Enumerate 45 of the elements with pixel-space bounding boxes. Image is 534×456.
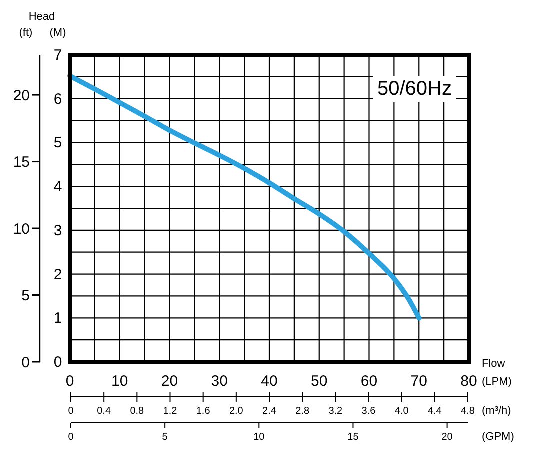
x-tick-label: 30 bbox=[211, 373, 228, 390]
annotation: 50/60Hz bbox=[378, 78, 452, 100]
y2-tick-label: 0 bbox=[22, 354, 30, 372]
text: 2.4 bbox=[262, 406, 277, 417]
text: 2.0 bbox=[229, 406, 244, 417]
x-tick-label: 10 bbox=[112, 373, 128, 390]
y2-tick-label: 15 bbox=[13, 154, 30, 172]
x-tick-label: 80 bbox=[460, 373, 478, 390]
x-tick-label: 40 bbox=[261, 373, 278, 390]
text: 4.0 bbox=[394, 406, 410, 417]
text: 1.2 bbox=[163, 406, 178, 417]
x-axis-title: Flow (LPM) bbox=[482, 358, 512, 388]
y-axis-title: (M) bbox=[50, 27, 66, 39]
y2-tick-label: 10 bbox=[13, 220, 30, 238]
text: 0.8 bbox=[130, 406, 145, 417]
text: 3.6 bbox=[362, 406, 376, 417]
y-tick-label: 5 bbox=[54, 134, 62, 152]
y-tick-label: 2 bbox=[54, 266, 62, 284]
y-tick-label: 7 bbox=[54, 47, 62, 64]
x2-tick-label: 5 bbox=[162, 432, 168, 444]
text: 1.6 bbox=[196, 406, 211, 417]
text: 0.4 bbox=[97, 406, 112, 417]
x2-tick-label: 20 bbox=[442, 432, 454, 444]
text: (m³/h) bbox=[482, 405, 512, 417]
y-tick-label: 4 bbox=[54, 178, 62, 196]
y2-tick-label: 5 bbox=[22, 288, 30, 305]
y-tick-label: 6 bbox=[54, 90, 62, 108]
text: 0 bbox=[68, 406, 74, 417]
text: 2.8 bbox=[296, 406, 310, 417]
x-tick-label: 0 bbox=[66, 373, 74, 390]
y2-tick-label: 20 bbox=[13, 87, 30, 104]
text: 4.8 bbox=[461, 406, 476, 417]
x-tick-label: 50 bbox=[311, 373, 328, 390]
x2-tick-label: 15 bbox=[348, 432, 360, 444]
x2-tick-label: 10 bbox=[254, 432, 266, 444]
x-tick-label: 70 bbox=[410, 373, 428, 390]
y-tick-label: 1 bbox=[54, 310, 62, 328]
text: 4.4 bbox=[428, 406, 442, 417]
text: 3.2 bbox=[328, 406, 344, 417]
y-tick-label: 3 bbox=[54, 222, 62, 240]
x-tick-label: 60 bbox=[360, 373, 378, 390]
x-tick-label: 20 bbox=[161, 373, 178, 390]
y-tick-label: 0 bbox=[54, 354, 62, 371]
x2-axis-title: (GPM) bbox=[482, 431, 514, 443]
x2-tick-label: 0 bbox=[68, 432, 74, 444]
